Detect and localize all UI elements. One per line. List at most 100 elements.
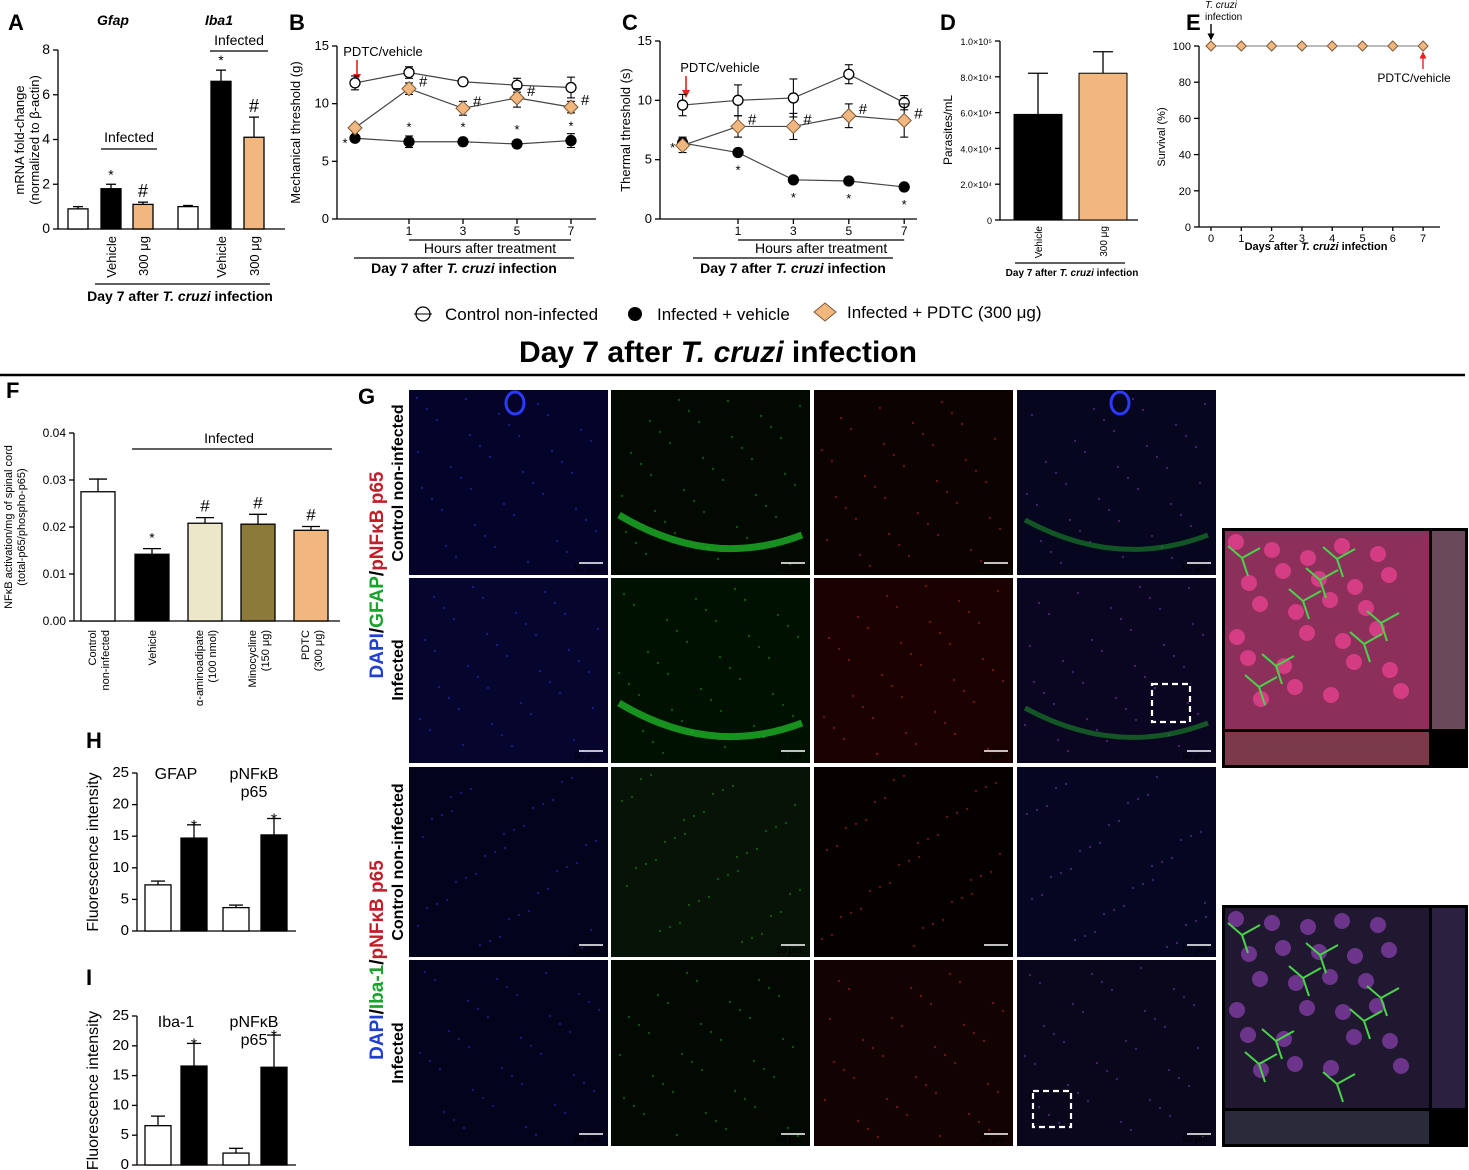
- cell-dot: [972, 700, 976, 704]
- cell-dot: [887, 532, 891, 536]
- cell-dot: [719, 709, 723, 713]
- data-point: [787, 92, 800, 104]
- cell-dot: [507, 423, 511, 427]
- cell-dot: [1165, 945, 1169, 949]
- bar: [144, 1125, 172, 1166]
- cell-dot: [1115, 1077, 1119, 1081]
- cell-dot: [702, 810, 706, 814]
- cell-dot: [555, 539, 559, 543]
- cell-dot: [687, 903, 691, 907]
- cell-dot: [779, 910, 783, 914]
- group-label: pNFκB p65: [230, 1014, 279, 1049]
- cell-dot: [945, 815, 949, 819]
- cell-dot: [538, 669, 542, 673]
- cell-dot: [548, 1014, 552, 1018]
- cell-dot: [520, 1082, 524, 1086]
- nucleus: [1381, 942, 1397, 958]
- x-tick-label: Vehicle: [214, 236, 229, 278]
- cell-dot: [743, 1097, 747, 1101]
- cell-dot: [522, 824, 526, 828]
- data-point: [403, 66, 415, 79]
- y-axis-label: mRNA fold-change(normalized to β-actin): [12, 75, 42, 205]
- data-point-diamond: [1265, 40, 1278, 52]
- nucleus: [1346, 1029, 1362, 1045]
- cell-dot: [584, 518, 588, 522]
- cell-dot: [671, 1090, 675, 1094]
- text-part: T. cruzi: [776, 260, 825, 276]
- cell-dot: [1134, 718, 1138, 722]
- cell-dot: [977, 621, 981, 625]
- arrow-label: PDTC/vehicle: [1377, 71, 1451, 85]
- cell-dot: [447, 696, 451, 700]
- cell-dot: [1066, 1083, 1070, 1087]
- cell-dot: [1071, 1002, 1075, 1006]
- cell-dot: [495, 977, 499, 981]
- cell-dot: [502, 832, 506, 836]
- significance-mark: *: [149, 530, 155, 546]
- significance-mark: #: [803, 111, 812, 128]
- cell-dot: [793, 483, 797, 487]
- y-axis-label: Thermal threshold (s): [618, 68, 633, 192]
- bar: [243, 136, 265, 230]
- cell-dot: [936, 533, 940, 537]
- cell-dot: [1073, 938, 1077, 942]
- cell-dot: [582, 1081, 586, 1085]
- cell-dot: [1170, 556, 1174, 560]
- cell-dot: [1165, 466, 1169, 470]
- panel-letter-i: I: [86, 965, 92, 990]
- x-tick-label: 7: [568, 224, 575, 238]
- cell-dot: [1148, 1098, 1152, 1102]
- significance-mark: *: [191, 1036, 197, 1053]
- cell-dot: [943, 721, 947, 725]
- cell-dot: [1033, 1062, 1037, 1066]
- cell-dot: [637, 1023, 641, 1027]
- cell-dot: [931, 443, 935, 447]
- nucleus: [1229, 1002, 1245, 1018]
- cell-dot: [871, 1046, 875, 1050]
- y-tick-label: 2.0×10⁴: [960, 180, 992, 190]
- cell-dot: [769, 425, 773, 429]
- cell-dot: [828, 1017, 832, 1021]
- cell-dot: [735, 855, 739, 859]
- cell-dot: [730, 435, 734, 439]
- cell-dot: [418, 717, 422, 721]
- cell-dot: [1168, 1114, 1172, 1118]
- micrograph: [409, 767, 608, 957]
- bar: [260, 1066, 288, 1166]
- nucleus: [1275, 563, 1291, 579]
- cell-dot: [541, 492, 545, 496]
- cell-dot: [881, 1054, 885, 1058]
- x-tick-label: 0: [1208, 233, 1214, 245]
- cell-dot: [830, 459, 834, 463]
- data-point: [565, 81, 577, 94]
- x-tick-label: 5: [1359, 233, 1365, 245]
- cell-dot: [500, 733, 504, 737]
- cell-dot: [762, 1067, 766, 1071]
- cell-dot: [757, 645, 761, 649]
- y-axis-label: NFκB activation/mg of spinal cord(total-…: [3, 445, 28, 609]
- cell-dot: [1162, 643, 1166, 647]
- cell-dot: [1150, 534, 1154, 538]
- cell-dot: [856, 615, 860, 619]
- cell-dot: [1163, 1025, 1167, 1029]
- text-line: Iba-1: [158, 1014, 195, 1031]
- scale-bar-label: 50 μm: [574, 1134, 599, 1144]
- y-tick-label: 2: [42, 175, 50, 191]
- cell-dot: [517, 434, 521, 438]
- cell-dot: [1073, 439, 1077, 443]
- nucleus: [1311, 944, 1327, 960]
- y-tick-label: 15: [112, 827, 129, 844]
- y-tick-label: 0.04: [43, 426, 67, 440]
- significance-mark: *: [902, 197, 907, 212]
- cell-dot: [1107, 508, 1111, 512]
- nucleus: [1240, 1027, 1256, 1043]
- cell-dot: [699, 1022, 703, 1026]
- cell-dot: [926, 522, 930, 526]
- y-axis-label: Fluorescence intensity: [85, 772, 102, 931]
- cell-dot: [512, 828, 516, 832]
- cell-dot: [507, 917, 511, 921]
- cell-dot: [921, 432, 925, 436]
- cell-dot: [584, 843, 588, 847]
- cell-dot: [644, 552, 648, 556]
- y-tick-label: 0.01: [43, 567, 67, 581]
